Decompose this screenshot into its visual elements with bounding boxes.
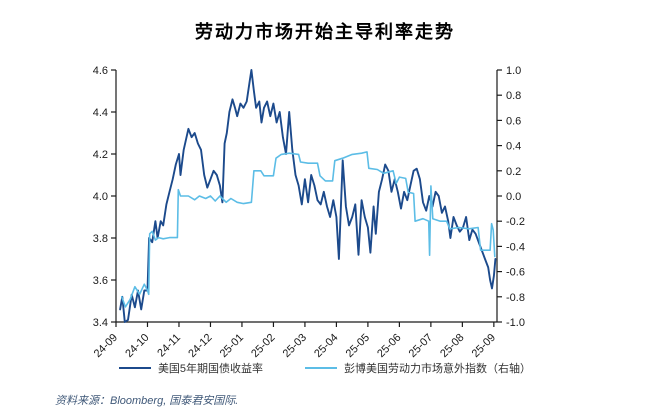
y-right-tick-label: -0.6 [506, 267, 525, 279]
y-right-tick-label: 0.8 [506, 90, 521, 102]
x-tick-label: 25-02 [249, 332, 277, 360]
y-right-tick-label: -0.8 [506, 292, 525, 304]
x-tick-label: 25-06 [375, 332, 403, 360]
y-right-tick-label: -1.0 [506, 317, 525, 329]
x-tick-label: 25-08 [438, 332, 466, 360]
x-tick-label: 25-05 [344, 332, 372, 360]
chart-legend: 美国5年期国债收益率 彭博美国劳动力市场意外指数（右轴） [0, 360, 650, 376]
chart-title: 劳动力市场开始主导利率走势 [195, 22, 455, 42]
x-tick-label: 25-07 [407, 332, 435, 360]
y-left-tick-label: 4.0 [93, 191, 108, 203]
y-right-tick-label: 0.4 [506, 141, 521, 153]
x-tick-label: 24-09 [92, 332, 120, 360]
y-right-tick-label: 0.6 [506, 115, 521, 127]
y-left-tick-label: 3.4 [93, 317, 108, 329]
y-left-tick-label: 4.6 [93, 65, 108, 77]
legend-label-labor-surprise: 彭博美国劳动力市场意外指数（右轴） [344, 363, 532, 375]
x-tick-label: 24-12 [186, 332, 214, 360]
x-tick-label: 25-04 [312, 332, 340, 360]
y-left-tick-label: 3.6 [93, 275, 108, 287]
legend-item-labor-surprise: 彭博美国劳动力市场意外指数（右轴） [305, 360, 531, 376]
y-left-tick-label: 3.8 [93, 233, 108, 245]
y-right-tick-label: 1.0 [506, 65, 521, 77]
legend-item-treasury-yield: 美国5年期国债收益率 [118, 360, 264, 376]
x-tick-label: 25-09 [470, 332, 498, 360]
y-left-tick-label: 4.4 [93, 107, 108, 119]
treasury-yield-line [119, 69, 497, 323]
x-tick-label: 25-03 [281, 332, 309, 360]
x-tick-label: 24-11 [155, 332, 183, 360]
treasury-yield-line-swatch [118, 367, 151, 369]
y-right-tick-label: -0.2 [506, 216, 525, 228]
legend-label-treasury-yield: 美国5年期国债收益率 [157, 363, 264, 375]
y-right-tick-label: -0.4 [506, 241, 525, 253]
y-right-tick-label: 0.2 [506, 166, 521, 178]
labor-surprise-line [120, 151, 496, 308]
labor-surprise-line-swatch [305, 367, 338, 369]
x-tick-label: 25-01 [218, 332, 246, 360]
x-tick-label: 24-10 [123, 332, 151, 360]
y-left-tick-label: 4.2 [93, 149, 108, 161]
source-note: 资料来源：Bloomberg, 国泰君安国际. [55, 395, 239, 407]
y-right-tick-label: 0.0 [506, 191, 521, 203]
